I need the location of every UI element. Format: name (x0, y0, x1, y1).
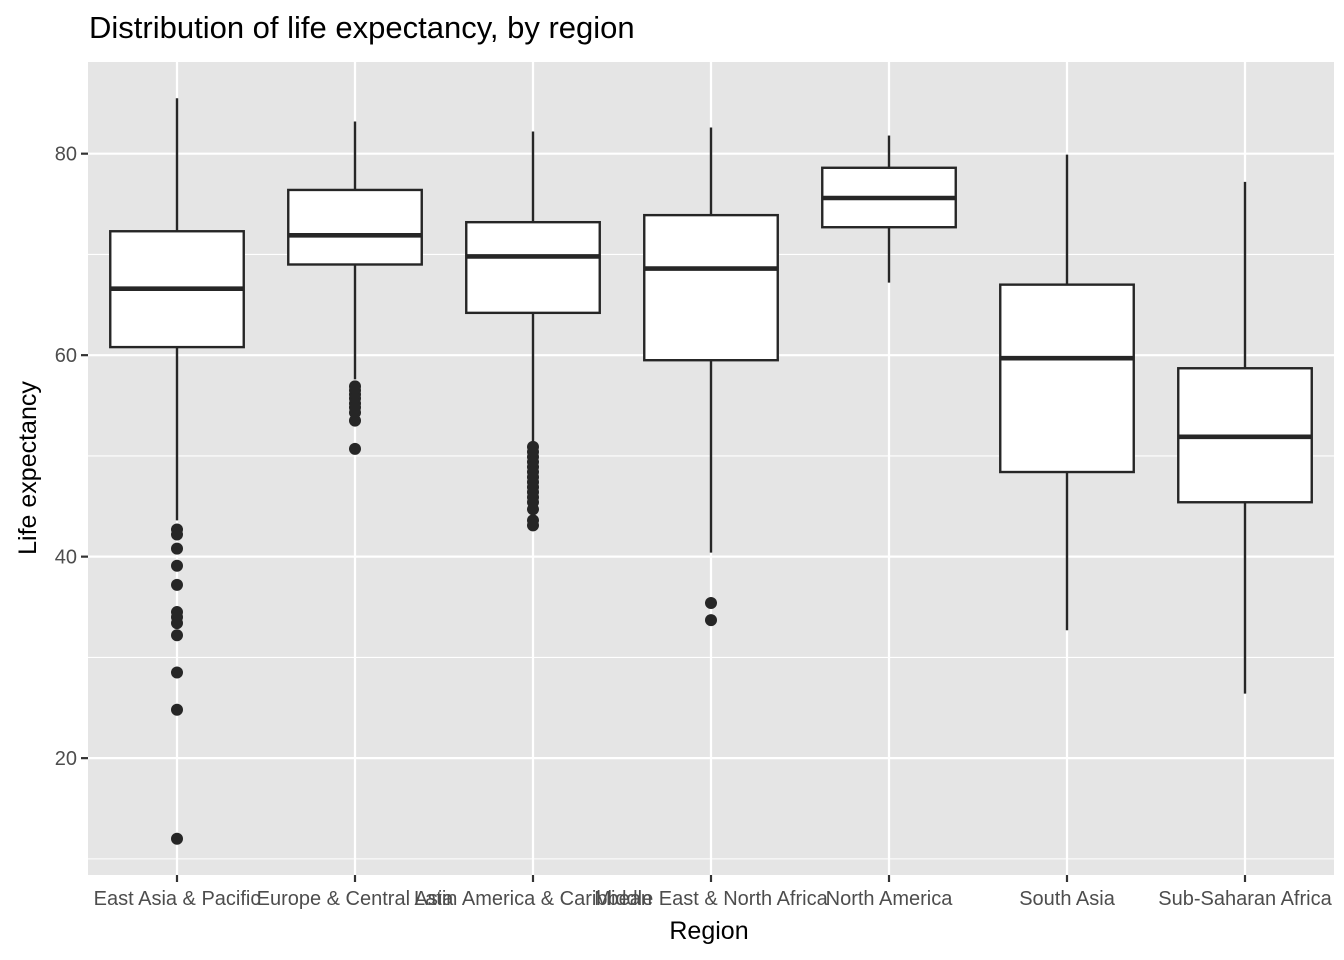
x-tick-label: East Asia & Pacific (94, 888, 261, 910)
outlier-point (171, 578, 183, 591)
outlier-point (349, 442, 361, 455)
x-tick-label: South Asia (1019, 888, 1116, 910)
x-axis-title: Region (669, 917, 748, 945)
y-tick-label: 40 (55, 547, 77, 569)
box-iqr (643, 213, 779, 362)
outlier-point (171, 832, 183, 845)
box-iqr (287, 188, 423, 266)
x-tick-label: Sub-Saharan Africa (1158, 888, 1332, 910)
y-tick-label: 80 (55, 144, 77, 166)
box-iqr (465, 220, 601, 315)
outlier-point (705, 614, 717, 627)
y-axis: 20 40 60 80 (55, 144, 88, 770)
box-iqr (999, 283, 1135, 474)
x-tick-label: Latin America & Caribbean (414, 888, 652, 910)
box-group (643, 127, 779, 627)
box-group (109, 98, 245, 845)
outlier-point (527, 519, 539, 532)
y-axis-title: Life expectancy (14, 381, 42, 555)
box-group (1177, 181, 1313, 694)
x-tick-label: Europe & Central Asia (257, 888, 455, 910)
box-group (821, 135, 957, 283)
outlier-point (171, 666, 183, 679)
outlier-point (349, 414, 361, 427)
outlier-point (171, 542, 183, 555)
outlier-point (171, 629, 183, 642)
y-tick-label: 20 (55, 748, 77, 770)
box-group (287, 121, 423, 455)
x-tick-label: Middle East & North Africa (594, 888, 828, 910)
outlier-point (705, 596, 717, 609)
outlier-point (171, 528, 183, 541)
outlier-point (171, 703, 183, 716)
outlier-point (171, 559, 183, 572)
chart-title: Distribution of life expectancy, by regi… (89, 10, 635, 45)
y-tick-label: 60 (55, 345, 77, 367)
box-group (465, 131, 601, 532)
outlier-point (171, 617, 183, 630)
box-group (999, 154, 1135, 631)
boxes (109, 98, 1313, 845)
x-tick-label: North America (826, 888, 954, 910)
outlier-point (527, 503, 539, 516)
